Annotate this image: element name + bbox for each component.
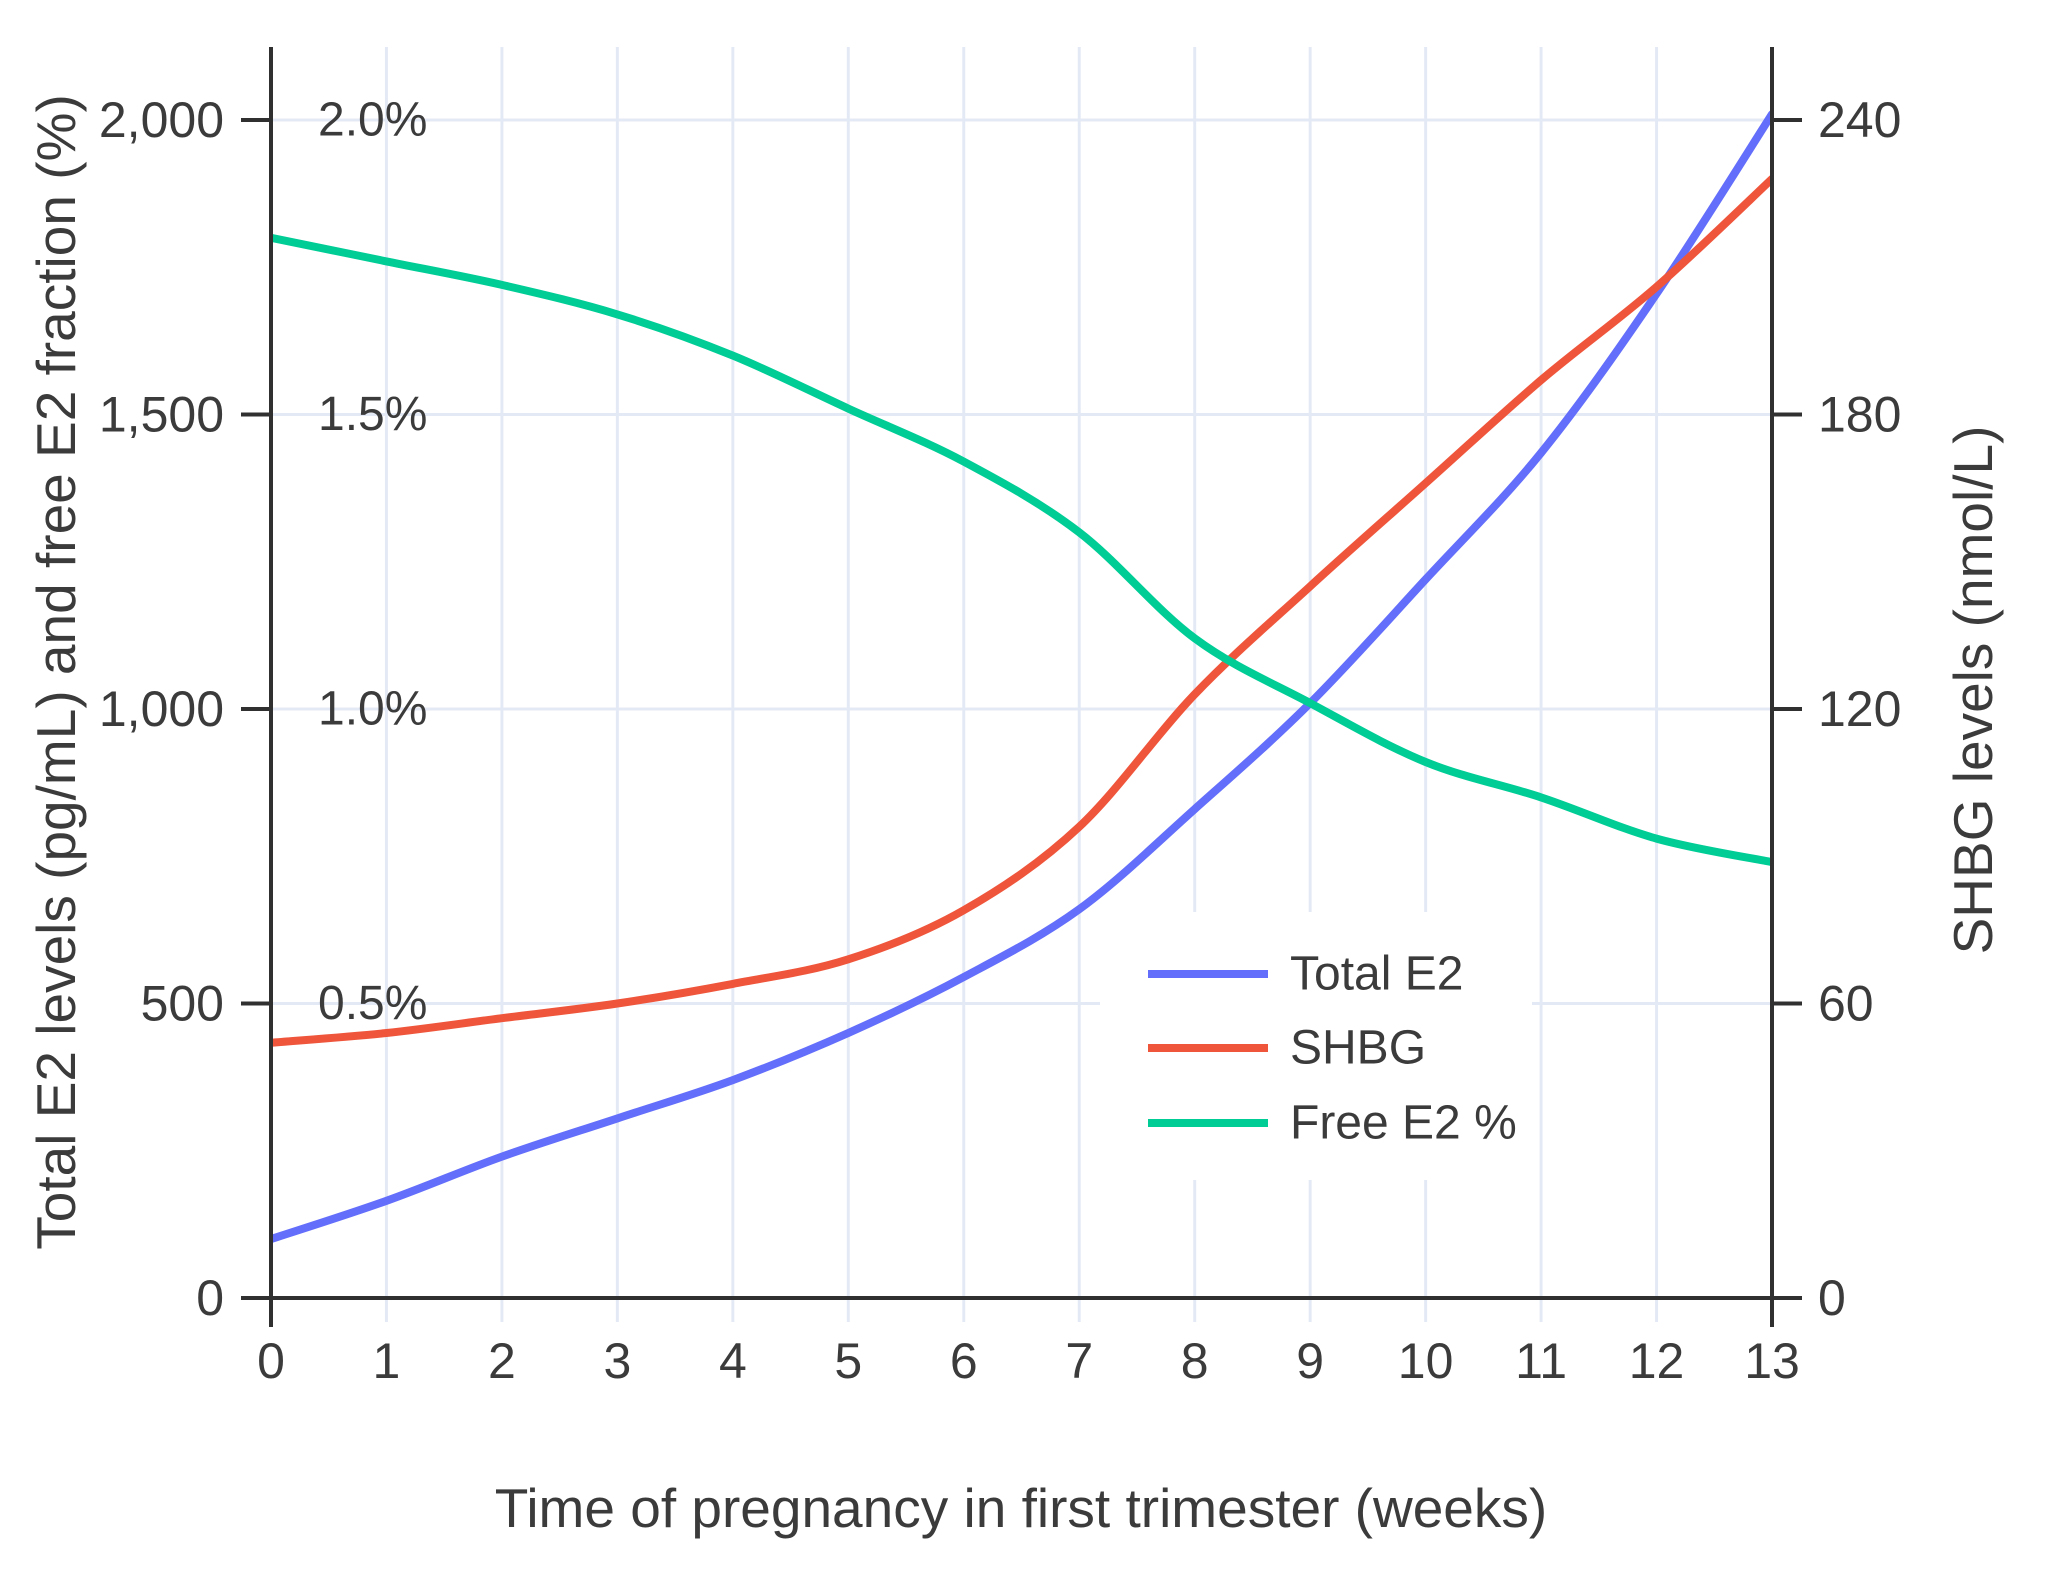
series-line-free-e2- [271, 233, 1772, 867]
legend-item-shbg[interactable]: SHBG [1148, 1022, 1426, 1075]
x-tick-label: 1 [373, 1333, 401, 1389]
x-tick-label: 8 [1181, 1333, 1209, 1389]
y-left-tick-label: 0 [196, 1270, 224, 1326]
x-tick-label: 11 [1515, 1333, 1567, 1389]
x-tick-label: 2 [488, 1333, 516, 1389]
pct-annotation: 1.5% [318, 388, 427, 441]
pct-annotation: 0.5% [318, 977, 427, 1030]
gridlines [271, 47, 1772, 1322]
legend-item-total-e2[interactable]: Total E2 [1148, 948, 1463, 1001]
y-right-axis-title: SHBG levels (nmol/L) [1942, 426, 2004, 955]
pct-annotation: 2.0% [318, 94, 427, 147]
series-line-total-e2 [271, 110, 1772, 1244]
y-right-tick-label: 60 [1818, 976, 1874, 1032]
axes [241, 47, 1802, 1327]
x-tick-label: 13 [1744, 1333, 1800, 1389]
series-line-shbg [271, 174, 1772, 1047]
legend-label: SHBG [1290, 1022, 1426, 1075]
x-tick-label: 5 [834, 1333, 862, 1389]
x-tick-label: 4 [719, 1333, 747, 1389]
x-tick-label: 0 [257, 1333, 285, 1389]
series-lines [271, 110, 1772, 1244]
percent-annotations: 0.5% 1.0% 1.5% 2.0% [318, 94, 427, 1031]
y-right-tick-label: 180 [1818, 387, 1901, 443]
legend-label: Free E2 % [1290, 1097, 1517, 1150]
x-tick-label: 7 [1065, 1333, 1093, 1389]
legend: Total E2 SHBG Free E2 % [1100, 912, 1532, 1180]
pct-annotation: 1.0% [318, 683, 427, 736]
y-left-tick-label: 2,000 [99, 92, 224, 148]
x-axis-title: Time of pregnancy in first trimester (we… [495, 1477, 1547, 1539]
y-left-tick-label: 1,000 [99, 681, 224, 737]
x-tick-label: 12 [1629, 1333, 1685, 1389]
y-left-tick-label: 1,500 [99, 387, 224, 443]
y-right-tick-label: 120 [1818, 681, 1901, 737]
x-tick-label: 6 [950, 1333, 978, 1389]
legend-item-free-e2-[interactable]: Free E2 % [1148, 1097, 1517, 1150]
y-left-axis-title: Total E2 levels (pg/mL) and free E2 frac… [25, 94, 87, 1250]
x-tick-label: 10 [1398, 1333, 1454, 1389]
y-left-tick-label: 500 [141, 976, 224, 1032]
y-right-tick-label: 0 [1818, 1270, 1846, 1326]
x-tick-label: 9 [1296, 1333, 1324, 1389]
legend-label: Total E2 [1290, 948, 1463, 1001]
y-right-tick-label: 240 [1818, 92, 1901, 148]
x-tick-label: 3 [603, 1333, 631, 1389]
